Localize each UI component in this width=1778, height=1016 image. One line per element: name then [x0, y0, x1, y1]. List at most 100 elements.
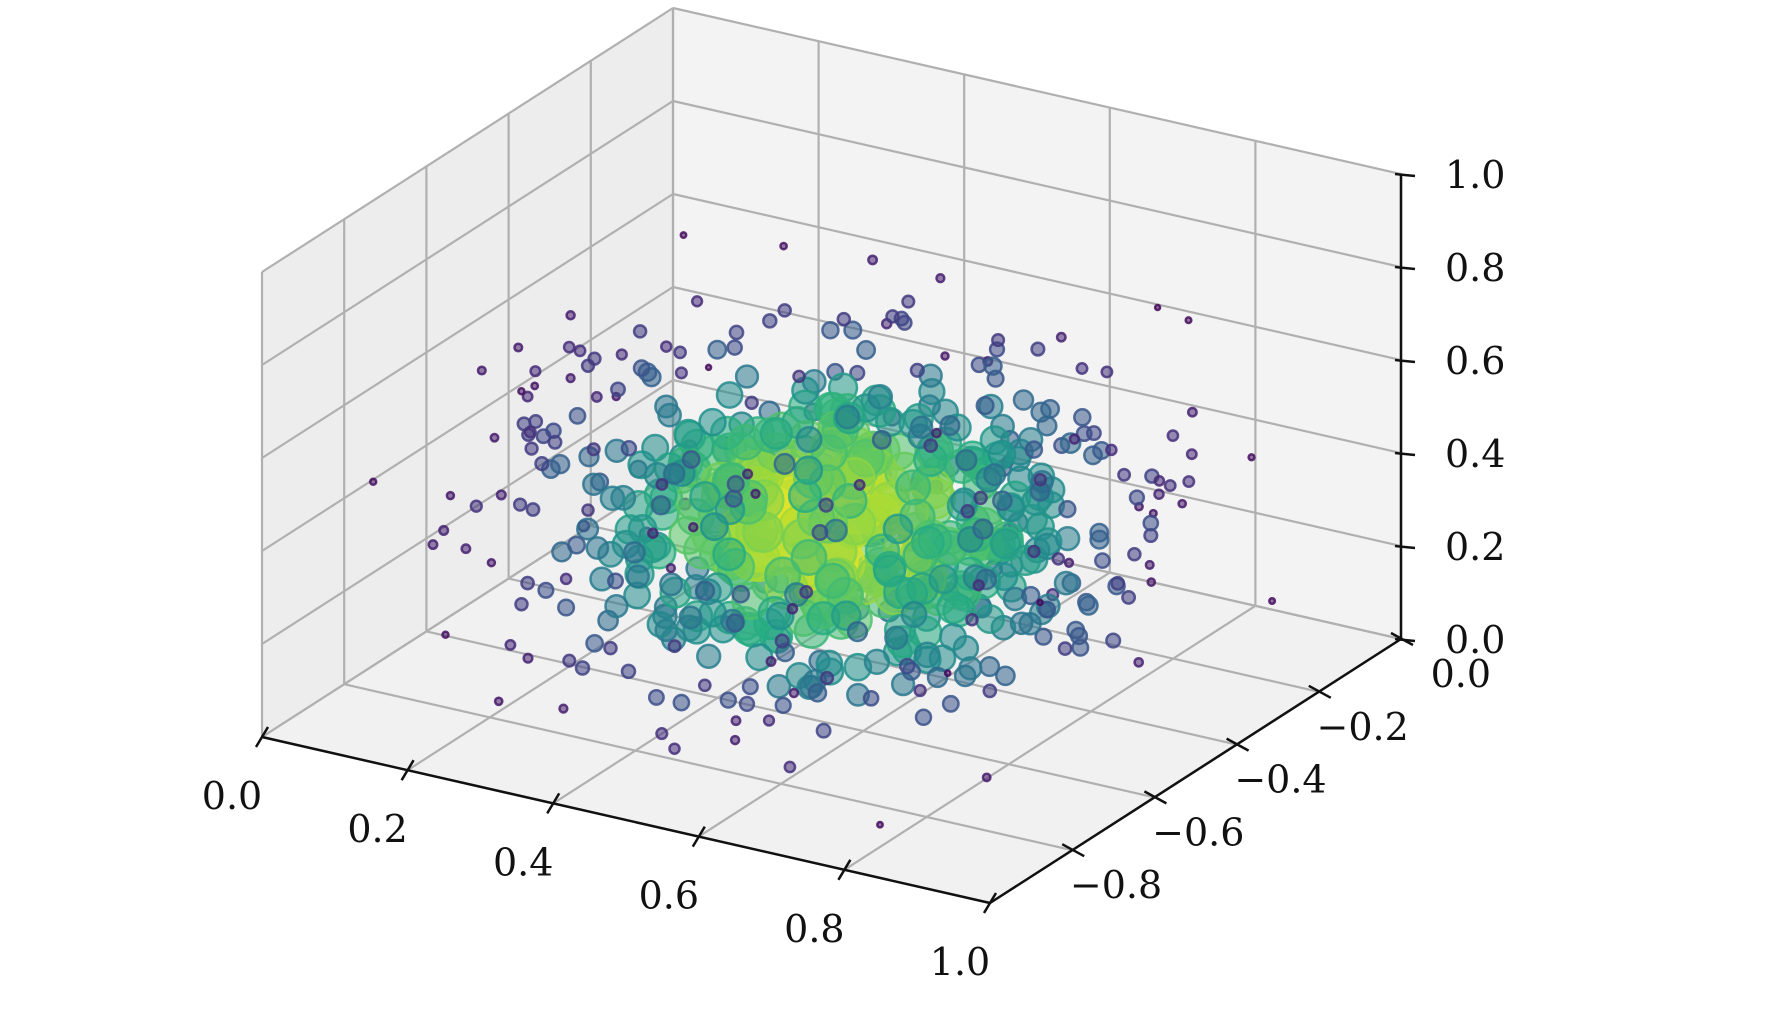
data-point [871, 429, 892, 450]
y-tick-label: −0.4 [1234, 758, 1326, 802]
data-point [981, 772, 992, 783]
grid-back-z [672, 99, 1402, 269]
data-point [738, 695, 756, 713]
data-point [943, 669, 952, 677]
x-tick [691, 825, 706, 848]
data-point [699, 512, 729, 542]
data-point [704, 363, 713, 372]
grid-floor-y [343, 683, 1073, 852]
data-point [562, 340, 576, 354]
x-axis-line [261, 735, 991, 905]
data-point [773, 452, 796, 475]
z-tick-label: 0.0 [1445, 618, 1505, 662]
data-point [632, 359, 651, 377]
data-point [811, 524, 829, 541]
data-point [547, 434, 563, 450]
y-tick [1226, 737, 1250, 752]
data-point [819, 670, 835, 686]
data-point [1142, 514, 1160, 532]
z-tick [1394, 172, 1416, 178]
data-point [689, 480, 721, 513]
data-point [728, 324, 745, 341]
data-point [940, 351, 950, 361]
data-point [489, 432, 500, 443]
data-point [913, 641, 941, 669]
x-tick-label: 0.2 [347, 807, 407, 851]
data-point [620, 663, 637, 680]
data-point [1121, 589, 1137, 605]
x-tick-label: 1.0 [930, 940, 990, 984]
y-tick-label: −0.6 [1152, 810, 1244, 854]
grid-floor-y [426, 630, 1155, 799]
data-point [846, 620, 869, 643]
y-tick-label: −0.8 [1070, 863, 1162, 907]
grid-back-z [672, 192, 1402, 362]
data-point [762, 313, 778, 329]
data-point [1166, 429, 1180, 442]
data-point [727, 423, 764, 461]
data-point [1033, 472, 1048, 487]
data-point [1027, 544, 1041, 559]
data-point [562, 653, 577, 668]
data-point [647, 527, 659, 539]
data-point [626, 564, 650, 589]
data-point [939, 623, 967, 651]
z-tick [1394, 637, 1416, 643]
data-point [741, 678, 759, 696]
data-point [590, 390, 603, 403]
data-point [928, 564, 959, 595]
data-point [1036, 598, 1044, 607]
data-point [1110, 575, 1126, 591]
data-point [786, 603, 799, 615]
data-point [873, 554, 907, 588]
y-tick-label: −0.2 [1317, 705, 1409, 749]
data-point [1163, 479, 1177, 493]
grid-left-z [261, 286, 674, 552]
data-point [788, 687, 800, 699]
grid-left-z [261, 472, 674, 738]
z-tick [1394, 451, 1416, 457]
data-point [742, 468, 754, 480]
data-point [863, 648, 891, 675]
data-point [655, 477, 669, 491]
data-point [1075, 362, 1089, 375]
data-point [524, 441, 539, 456]
data-point [607, 572, 624, 590]
data-point [663, 462, 686, 485]
data-point [1268, 596, 1277, 606]
data-point [550, 454, 571, 475]
data-point [574, 660, 591, 676]
data-point [1030, 341, 1046, 357]
data-point [992, 490, 1013, 512]
data-point [678, 605, 703, 630]
data-point [885, 309, 900, 324]
data-point [493, 696, 504, 707]
data-point [731, 584, 751, 604]
data-point [646, 610, 674, 638]
data-point [558, 703, 569, 714]
data-point [695, 580, 716, 601]
z-tick-label: 0.4 [1445, 432, 1505, 476]
data-point [660, 340, 673, 353]
data-point [632, 324, 648, 339]
data-point [965, 612, 979, 627]
data-point [1144, 559, 1155, 570]
y-axis-line [989, 637, 1402, 905]
data-point [647, 688, 665, 706]
data-point [792, 369, 806, 384]
data-point [1247, 453, 1256, 462]
data-point [504, 638, 517, 651]
data-point [1127, 547, 1142, 562]
data-point [674, 366, 688, 380]
data-point [836, 311, 852, 327]
data-point [476, 365, 487, 376]
data-point [734, 364, 760, 389]
data-point [975, 604, 1005, 635]
grid-back-z [672, 6, 1402, 176]
data-point [486, 557, 497, 568]
data-point [799, 585, 814, 599]
grid-floor-x [843, 604, 1256, 871]
data-point [1057, 641, 1073, 656]
x-tick [546, 792, 561, 815]
